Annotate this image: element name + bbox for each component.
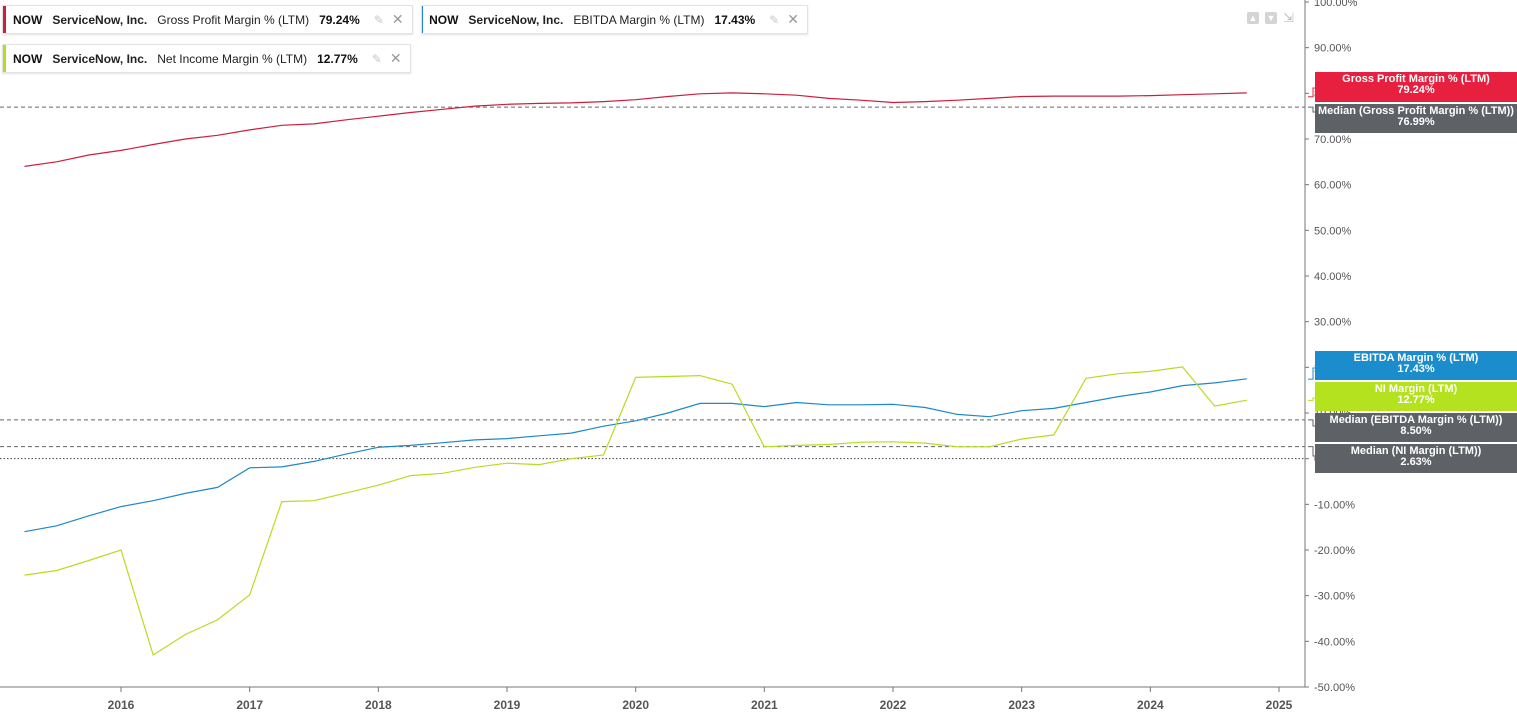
tag-connector: [1308, 87, 1315, 98]
y-tick-label: 30.00%: [1314, 317, 1352, 329]
collapse-icon[interactable]: ⇲: [1283, 10, 1294, 25]
x-tick-label: 2025: [1266, 698, 1293, 712]
legend-item-gross-profit[interactable]: NOW ServiceNow, Inc. Gross Profit Margin…: [2, 5, 413, 34]
legend-ticker: NOW: [13, 12, 43, 27]
y-tick-label: -10.00%: [1314, 499, 1355, 511]
tag-ebitda: EBITDA Margin % (LTM) 17.43%: [1315, 351, 1517, 380]
legend-item-ebitda[interactable]: NOW ServiceNow, Inc. EBITDA Margin % (LT…: [421, 5, 808, 34]
tag-label: Median (Gross Profit Margin % (LTM)): [1318, 105, 1514, 117]
x-tick-label: 2023: [1008, 698, 1035, 712]
x-tick-label: 2018: [365, 698, 392, 712]
legend-ticker: NOW: [13, 51, 43, 66]
legend-ticker: NOW: [429, 12, 459, 27]
series-line-2: [24, 366, 1247, 656]
x-tick-label: 2021: [751, 698, 778, 712]
y-tick-label: 60.00%: [1314, 180, 1352, 192]
paint-icon[interactable]: ✎: [373, 12, 384, 27]
y-tick-label: 50.00%: [1314, 225, 1352, 237]
y-tick-label: -20.00%: [1314, 545, 1355, 557]
paint-icon[interactable]: ✎: [769, 12, 780, 27]
tag-value: 79.24%: [1397, 84, 1435, 96]
legend-metric: EBITDA Margin % (LTM): [573, 12, 705, 27]
tag-connector: [1308, 397, 1315, 401]
close-icon[interactable]: ✕: [391, 11, 404, 27]
tag-connector: [1308, 367, 1315, 380]
tag-connector: [1308, 446, 1315, 457]
tag-median-ni: Median (NI Margin (LTM)) 2.63%: [1315, 444, 1517, 473]
x-tick-label: 2019: [494, 698, 521, 712]
paint-icon[interactable]: ✎: [371, 51, 382, 66]
close-icon[interactable]: ✕: [389, 50, 402, 66]
arrow-down-icon[interactable]: ▼: [1265, 12, 1277, 24]
tag-median-ebitda: Median (EBITDA Margin % (LTM)) 8.50%: [1315, 413, 1517, 442]
series-line-1: [24, 378, 1247, 533]
tag-value: 2.63%: [1400, 456, 1432, 468]
x-tick-label: 2024: [1137, 698, 1164, 712]
tag-connector: [1308, 419, 1315, 427]
median-lines: [0, 106, 1305, 460]
legend-value: 79.24%: [319, 12, 360, 27]
x-tick-label: 2020: [622, 698, 649, 712]
legend-swatch: [3, 6, 6, 33]
legend-item-net-income[interactable]: NOW ServiceNow, Inc. Net Income Margin %…: [2, 44, 411, 73]
tag-label: EBITDA Margin % (LTM): [1353, 352, 1479, 364]
tag-label: Gross Profit Margin % (LTM): [1342, 73, 1490, 85]
tag-median-gross-profit: Median (Gross Profit Margin % (LTM)) 76.…: [1315, 104, 1517, 133]
legend-value: 17.43%: [714, 12, 756, 27]
legend-metric: Net Income Margin % (LTM): [157, 51, 308, 66]
tag-label: NI Margin (LTM): [1374, 383, 1458, 395]
legend-value: 12.77%: [317, 51, 358, 66]
y-tick-label: 100.00%: [1314, 0, 1358, 9]
y-tick-label: -30.00%: [1314, 591, 1355, 603]
tag-label: Median (NI Margin (LTM)): [1350, 445, 1482, 457]
close-icon[interactable]: ✕: [787, 11, 799, 27]
y-tick-label: -40.00%: [1314, 636, 1355, 648]
arrow-up-icon[interactable]: ▲: [1247, 12, 1259, 24]
tag-ni-margin: NI Margin (LTM) 12.77%: [1315, 382, 1517, 411]
legend-metric: Gross Profit Margin % (LTM): [157, 12, 310, 27]
legend-company: ServiceNow, Inc.: [52, 51, 148, 66]
x-tick-label: 2016: [108, 698, 135, 712]
y-tick-label: 70.00%: [1314, 134, 1352, 146]
x-tick-label: 2017: [236, 698, 263, 712]
y-tick-label: 40.00%: [1314, 271, 1352, 283]
legend-swatch: [3, 45, 6, 72]
tag-gross-profit: Gross Profit Margin % (LTM) 79.24%: [1315, 72, 1517, 102]
tag-value: 17.43%: [1397, 363, 1435, 375]
tag-label: Median (EBITDA Margin % (LTM)): [1329, 414, 1503, 426]
series-lines: [24, 92, 1247, 656]
y-tick-label: 90.00%: [1314, 43, 1352, 55]
legend-company: ServiceNow, Inc.: [52, 12, 148, 27]
y-tick-label: -50.00%: [1314, 682, 1355, 694]
tag-connector: [1308, 106, 1315, 113]
series-line-0: [24, 92, 1247, 167]
tag-value: 76.99%: [1397, 116, 1435, 128]
tag-value: 12.77%: [1397, 394, 1435, 406]
x-tick-label: 2022: [880, 698, 907, 712]
tag-value: 8.50%: [1400, 425, 1432, 437]
legend-company: ServiceNow, Inc.: [468, 12, 564, 27]
